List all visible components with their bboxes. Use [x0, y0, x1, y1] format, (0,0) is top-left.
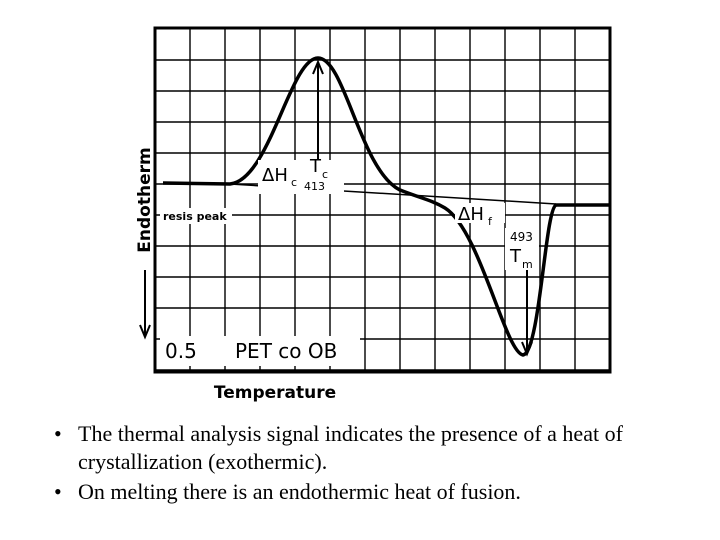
label-bg	[455, 203, 505, 223]
figure: Endotherm Temperature ΔH c T c 413 ΔH f …	[135, 26, 612, 403]
bullet-list: The thermal analysis signal indicates th…	[50, 420, 700, 508]
sample: PET co OB	[235, 339, 337, 363]
dhc-sub: c	[291, 176, 297, 189]
tm-sub: m	[522, 258, 533, 271]
tc-sub: c	[322, 168, 328, 181]
dhc: ΔH	[262, 165, 288, 186]
scale: 0.5	[165, 339, 197, 363]
tm-value: 493	[510, 230, 533, 244]
label-bg	[160, 336, 360, 366]
plot-frame	[153, 26, 612, 374]
tc: T	[309, 156, 322, 177]
bullet: The thermal analysis signal indicates th…	[50, 420, 700, 476]
dsc-curve	[162, 56, 610, 357]
tc-value: 413	[304, 180, 325, 193]
label-bg	[505, 228, 539, 270]
dhf: ΔH	[458, 204, 484, 225]
y-axis-label: Endotherm	[135, 147, 155, 252]
bullet: On melting there is an endothermic heat …	[50, 478, 700, 506]
tc-arrowhead	[312, 59, 324, 75]
dhf-sub: f	[488, 215, 493, 228]
label-bg	[160, 208, 232, 224]
tm-arrowhead	[521, 341, 533, 357]
resis-peak: resis peak	[163, 210, 227, 223]
label-bg	[258, 160, 344, 194]
endo-arrowhead	[139, 324, 151, 340]
tm: T	[509, 246, 522, 267]
x-axis-label: Temperature	[214, 383, 336, 403]
grid	[155, 28, 610, 372]
